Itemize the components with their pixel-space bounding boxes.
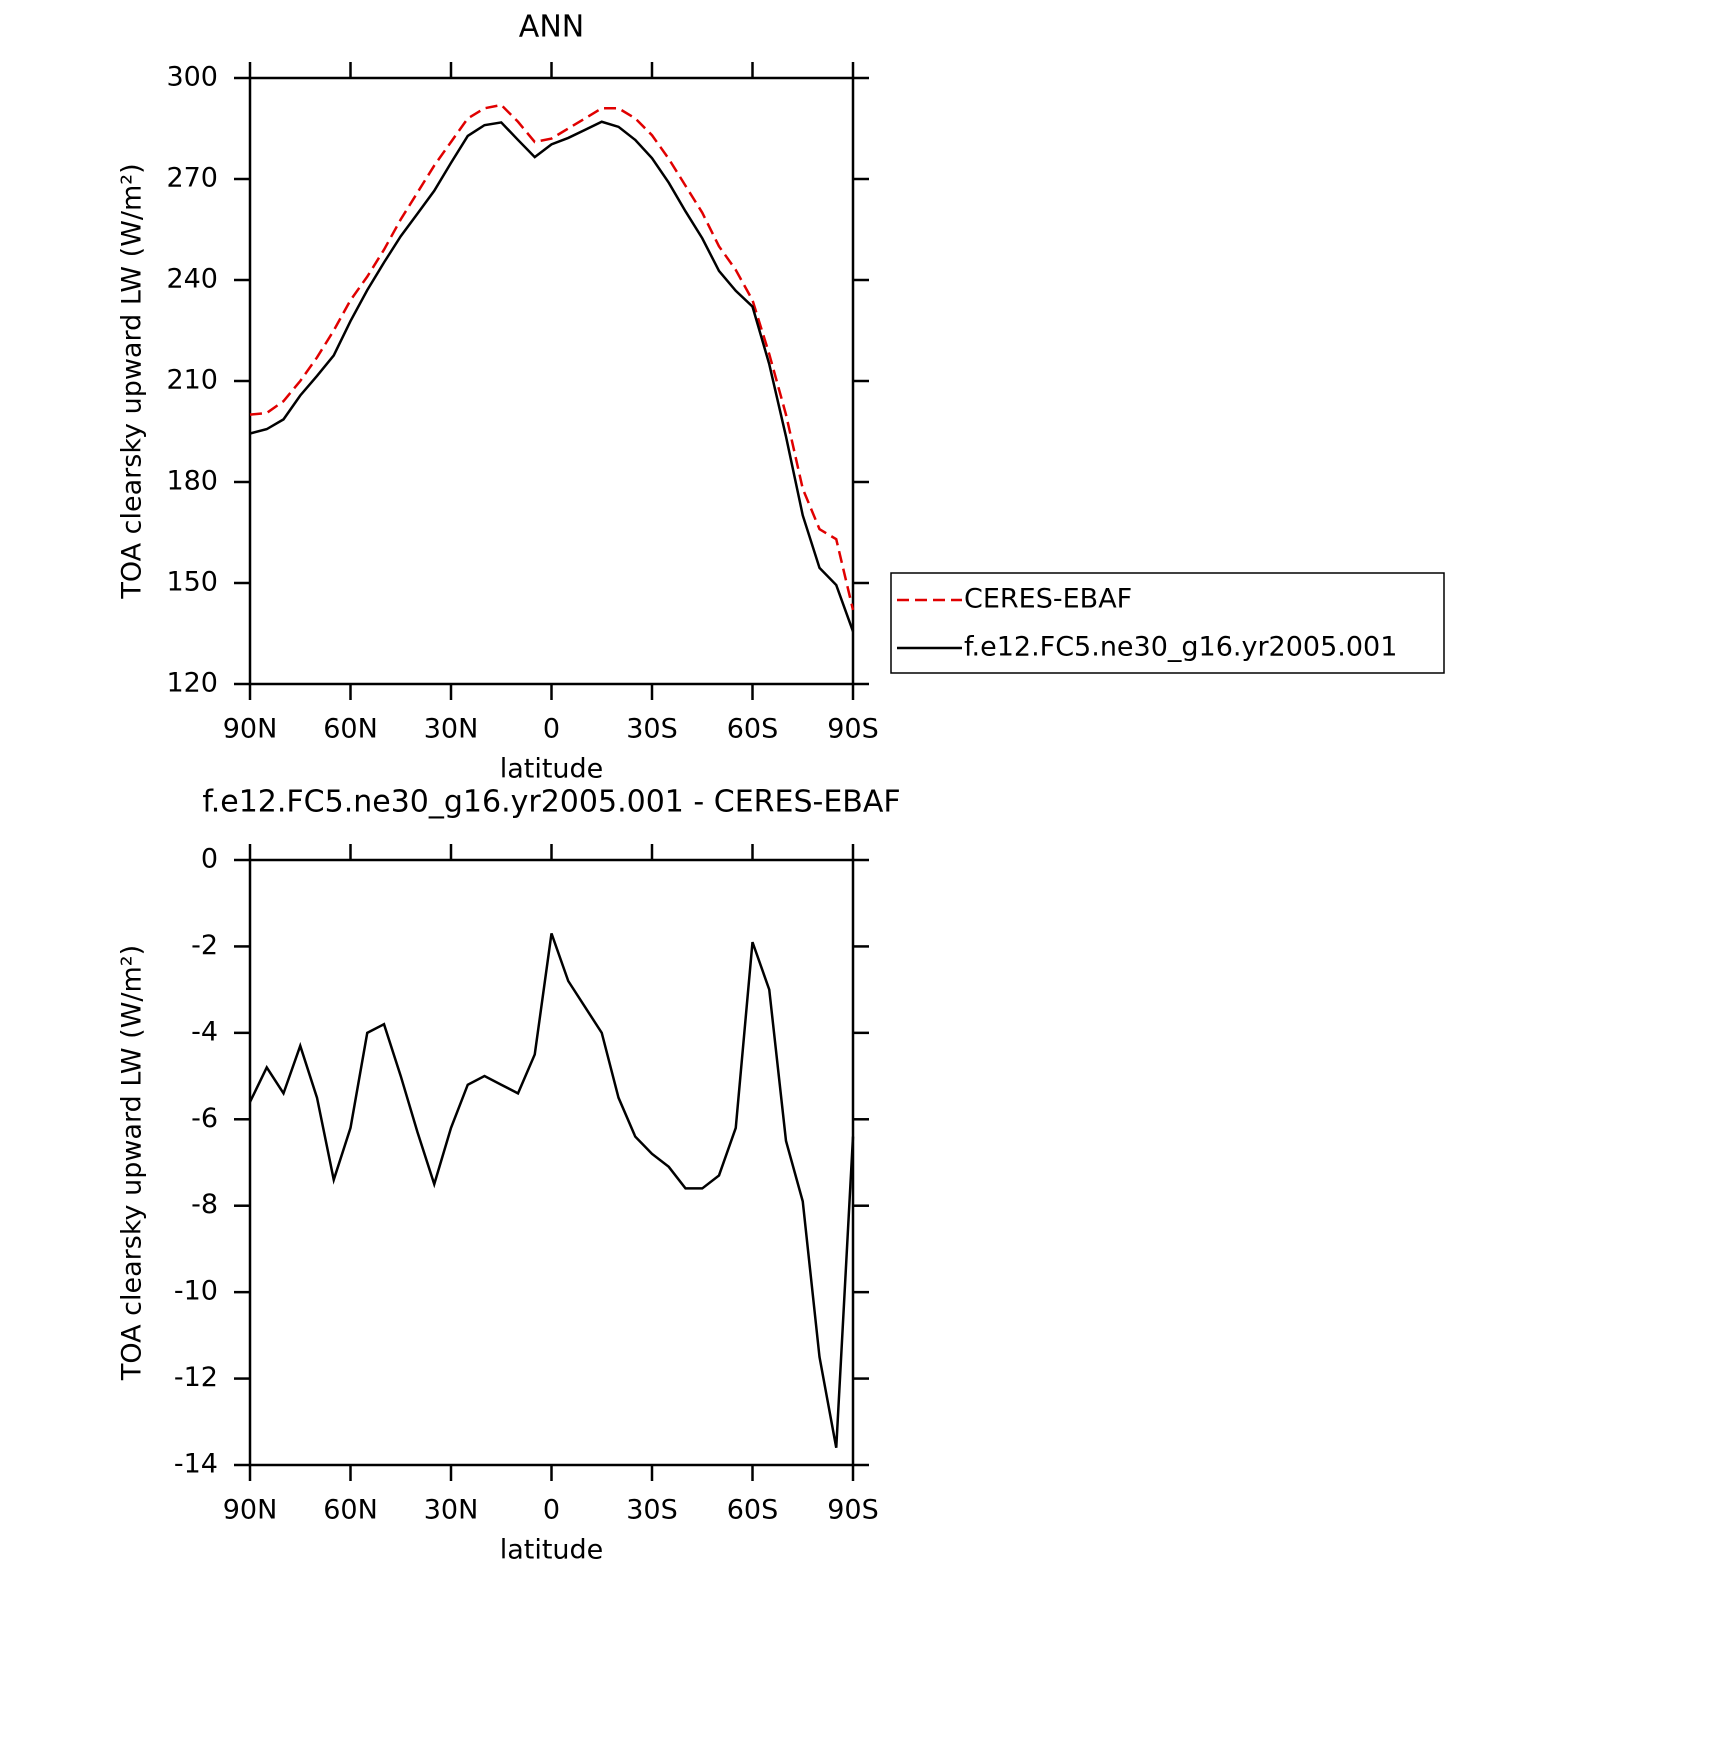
series-line — [249, 120, 855, 632]
y-tick-label: -10 — [174, 1276, 218, 1307]
x-tick-label: 30N — [424, 714, 479, 745]
x-tick-label: 60N — [323, 714, 378, 745]
x-tick-label: 60S — [727, 714, 779, 745]
x-tick-label: 90S — [827, 1495, 879, 1526]
y-tick-label: 0 — [201, 844, 218, 875]
series-line — [248, 933, 855, 1448]
y-tick-label: 180 — [166, 466, 218, 497]
y-tick-label: 240 — [166, 264, 218, 295]
y-tick-label: 150 — [166, 567, 218, 598]
y-tick-label: 210 — [166, 365, 218, 396]
x-tick-label: 30S — [626, 714, 678, 745]
y-tick-label: -14 — [174, 1449, 218, 1480]
series-line — [249, 103, 855, 611]
x-tick-label: 60S — [727, 1495, 779, 1526]
y-tick-label: -6 — [191, 1103, 218, 1134]
chart-title: ANN — [519, 10, 584, 45]
x-tick-label: 0 — [543, 714, 560, 745]
x-tick-label: 0 — [543, 1495, 560, 1526]
y-tick-label: -2 — [191, 930, 218, 961]
x-tick-label: 90N — [223, 714, 278, 745]
plot-frame — [248, 76, 855, 686]
y-axis-label: TOA clearsky upward LW (W/m²) — [117, 945, 148, 1381]
y-tick-label: 300 — [166, 62, 218, 93]
x-tick-label: 30S — [626, 1495, 678, 1526]
legend-label: CERES-EBAF — [964, 584, 1132, 615]
x-tick-label: 90S — [827, 714, 879, 745]
x-tick-label: 60N — [323, 1495, 378, 1526]
x-tick-label: 30N — [424, 1495, 479, 1526]
legend-box — [890, 572, 1445, 674]
y-tick-label: -4 — [191, 1016, 218, 1047]
x-axis-label: latitude — [500, 1535, 604, 1566]
x-axis-label: latitude — [500, 754, 604, 785]
chart-title: f.e12.FC5.ne30_g16.yr2005.001 - CERES-EB… — [202, 785, 900, 820]
y-tick-label: 270 — [166, 163, 218, 194]
x-tick-label: 90N — [223, 1495, 278, 1526]
y-tick-label: -8 — [191, 1189, 218, 1220]
legend-label: f.e12.FC5.ne30_g16.yr2005.001 — [964, 632, 1397, 663]
y-tick-label: 120 — [166, 668, 218, 699]
y-axis-label: TOA clearsky upward LW (W/m²) — [117, 163, 148, 599]
y-tick-label: -12 — [174, 1362, 218, 1393]
